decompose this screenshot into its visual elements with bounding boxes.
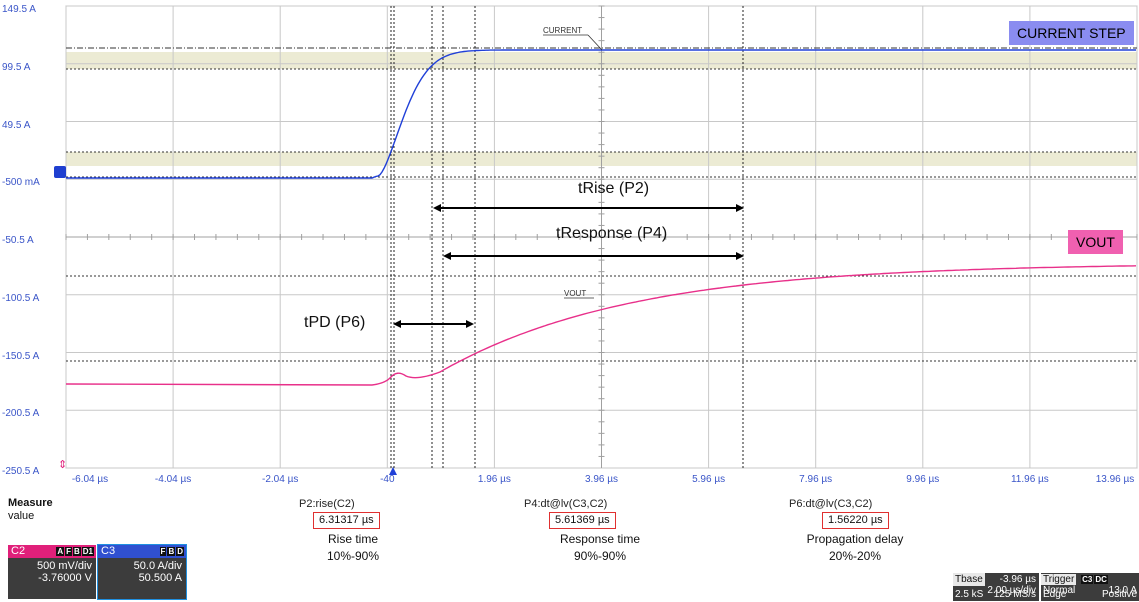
x-tick-label: 9.96 µs bbox=[906, 474, 940, 485]
c3-badge-b: B bbox=[167, 547, 176, 556]
channel-c3-offset: 50.500 A bbox=[138, 572, 182, 584]
trigger-type-row: Edge Positive bbox=[1041, 589, 1139, 600]
trigger-badge-dc: DC bbox=[1094, 575, 1108, 584]
measure-row-label: value bbox=[8, 510, 35, 522]
measure-p6-header: P6:dt@lv(C3,C2) bbox=[789, 498, 873, 510]
c3-badge-d: D bbox=[176, 547, 184, 556]
channel-c2-name: C2 bbox=[11, 545, 26, 557]
timebase-delay: -3.96 µs bbox=[999, 574, 1036, 585]
timebase-scale: 2.00 µs/div bbox=[987, 585, 1036, 596]
channel-c2-offset-marker: ⇕ bbox=[58, 459, 67, 471]
t-response-arrow-left-head bbox=[443, 252, 451, 260]
y-tick-label: -500 mA bbox=[2, 177, 40, 189]
y-tick-label: 149.5 A bbox=[2, 4, 36, 15]
c3-badge-f: F bbox=[159, 547, 167, 556]
measure-p4-desc: Response time 90%-90% bbox=[550, 531, 650, 565]
measure-title: Measure bbox=[8, 497, 53, 509]
channel-c3-ground-marker[interactable] bbox=[54, 166, 66, 178]
x-tick-label: -4.04 µs bbox=[154, 474, 192, 485]
measure-p2-desc-line2: 10%-90% bbox=[326, 549, 380, 563]
measure-p4-desc-line2: 90%-90% bbox=[573, 549, 627, 563]
y-tick-label: -50.5 A bbox=[2, 235, 34, 246]
c2-badge-d1: D1 bbox=[81, 547, 94, 556]
y-tick-label: 99.5 A bbox=[2, 61, 31, 73]
measure-p6-desc-line2: 20%-20% bbox=[828, 549, 882, 563]
y-tick-label: -100.5 A bbox=[2, 292, 40, 304]
x-tick-label: 3.96 µs bbox=[584, 474, 619, 485]
current-trace-label: CURRENT bbox=[543, 26, 583, 35]
vout-trace bbox=[65, 265, 1137, 386]
t-rise-annotation: tRise (P2) bbox=[578, 180, 650, 197]
t-response-arrow-right-head bbox=[736, 252, 744, 260]
x-tick-label: 5.96 µs bbox=[692, 474, 726, 485]
t-rise-arrow-left-head bbox=[433, 204, 441, 212]
current-label-leader bbox=[587, 34, 603, 51]
timebase-samples: 2.5 kS bbox=[955, 589, 984, 600]
measure-p6-value[interactable]: 1.56220 µs bbox=[822, 512, 889, 529]
trigger-position-marker[interactable] bbox=[389, 467, 397, 475]
channel-c2-offset: -3.76000 V bbox=[38, 572, 92, 584]
y-tick-label: 49.5 A bbox=[2, 119, 31, 131]
x-tick-label: -6.04 µs bbox=[71, 474, 109, 485]
vout-trace-label: VOUT bbox=[564, 289, 587, 298]
x-tick-label: 7.96 µs bbox=[799, 474, 833, 485]
c2-badge-b: B bbox=[72, 547, 81, 556]
trigger-mode: Normal bbox=[1043, 585, 1076, 596]
trigger-label: Trigger bbox=[1041, 574, 1077, 585]
measure-p4-header: P4:dt@lv(C3,C2) bbox=[524, 498, 608, 510]
t-pd-arrow-right-head bbox=[466, 320, 474, 328]
current-step-tag: CURRENT STEP bbox=[1009, 21, 1134, 45]
trigger-badge-c3: C3 bbox=[1081, 575, 1094, 584]
channel-c2-scale: 500 mV/div bbox=[36, 560, 92, 572]
trigger-descriptor[interactable]: Trigger C3 DC Normal 13.0 A bbox=[1041, 573, 1139, 601]
c2-badge-a: A bbox=[56, 547, 65, 556]
y-tick-label: -150.5 A bbox=[2, 350, 40, 362]
timebase-samples-row: 2.5 kS 125 MS/s bbox=[953, 589, 1039, 600]
trigger-slope: Positive bbox=[1101, 589, 1137, 600]
current-trace bbox=[66, 49, 1136, 179]
t-pd-arrow-left-head bbox=[393, 320, 401, 328]
vout-tag: VOUT bbox=[1068, 230, 1123, 254]
channel-c3-name: C3 bbox=[101, 545, 116, 557]
measure-p2-value[interactable]: 6.31317 µs bbox=[313, 512, 380, 529]
timebase-descriptor[interactable]: Tbase -3.96 µs 2.00 µs/div bbox=[953, 573, 1039, 601]
measure-p6-desc: Propagation delay 20%-20% bbox=[790, 531, 920, 565]
trigger-level: 13.0 A bbox=[1108, 585, 1137, 596]
measure-p2-header: P2:rise(C2) bbox=[299, 498, 355, 510]
x-tick-label: 1.96 µs bbox=[477, 474, 511, 485]
measure-p4-value[interactable]: 5.61369 µs bbox=[549, 512, 616, 529]
channel-c3-scale: 50.0 A/div bbox=[133, 560, 182, 572]
channel-c2-descriptor[interactable]: C2 A F B D1 500 mV/div -3.76000 V bbox=[8, 545, 96, 599]
x-tick-label: -2.04 µs bbox=[262, 474, 299, 485]
y-tick-label: -250.5 A bbox=[2, 466, 40, 477]
channel-c2-header: C2 A F B D1 bbox=[8, 545, 96, 558]
measure-p2-desc: Rise time 10%-90% bbox=[318, 531, 388, 565]
y-tick-label: -200.5 A bbox=[2, 408, 40, 420]
x-tick-label: -40 bbox=[380, 474, 395, 485]
c2-badge-f: F bbox=[65, 547, 72, 556]
measure-p6-desc-line1: Propagation delay bbox=[806, 532, 904, 546]
x-tick-label: 11.96 µs bbox=[1010, 474, 1049, 485]
timebase-rate: 125 MS/s bbox=[993, 589, 1036, 600]
trigger-type: Edge bbox=[1043, 589, 1067, 600]
measure-p4-desc-line1: Response time bbox=[559, 532, 641, 546]
t-response-annotation: tResponse (P4) bbox=[556, 225, 668, 242]
t-rise-arrow-right-head bbox=[736, 204, 744, 212]
timebase-label: Tbase bbox=[953, 573, 985, 586]
x-tick-label: 13.96 µs bbox=[1095, 474, 1135, 485]
t-pd-annotation: tPD (P6) bbox=[304, 314, 366, 331]
measure-p2-desc-line1: Rise time bbox=[327, 532, 378, 546]
